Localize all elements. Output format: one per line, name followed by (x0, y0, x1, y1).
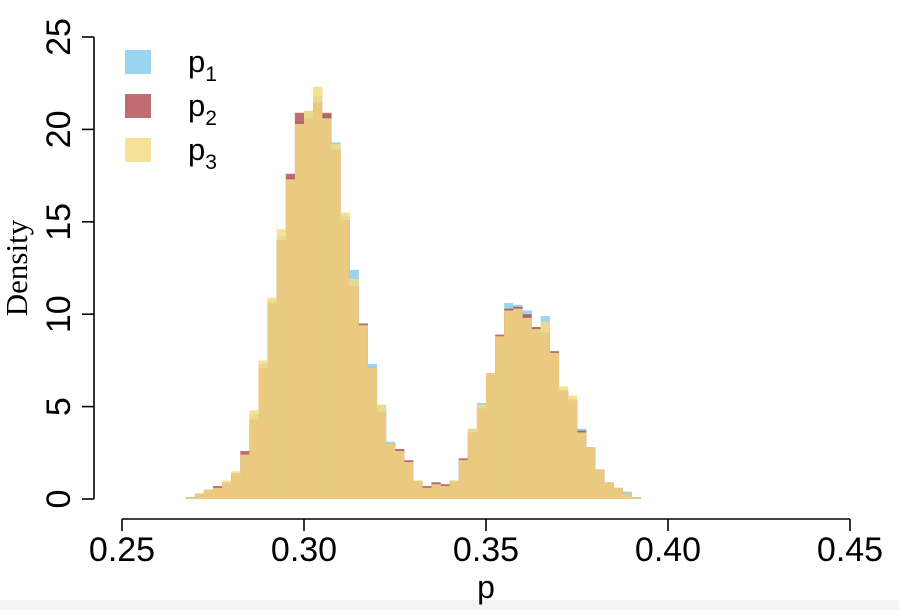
histogram-bar (367, 367, 378, 499)
histogram-bar (504, 310, 514, 499)
x-tick-label: 0.25 (89, 531, 155, 569)
histogram-bar (586, 447, 596, 499)
histogram-bar (385, 443, 396, 499)
histogram-bar (577, 432, 587, 499)
histogram-bar (395, 450, 405, 499)
series-p3-bars (185, 86, 641, 500)
histogram-bar (249, 410, 259, 499)
y-tick-label: 25 (40, 18, 78, 56)
histogram-bar (449, 480, 459, 499)
histogram-bar (267, 297, 277, 499)
histogram-bar (276, 229, 287, 499)
histogram-bar (413, 480, 423, 499)
histogram-bar (458, 460, 469, 499)
histogram-bar (567, 395, 578, 499)
histogram-bar (240, 454, 250, 499)
histogram-bar (522, 317, 532, 499)
histogram-bar (294, 123, 305, 500)
y-axis-title: Density (0, 219, 34, 316)
y-axis: 0 5 10 15 20 25 (40, 18, 95, 509)
x-tick-label: 0.45 (817, 531, 883, 569)
legend-swatch (125, 50, 151, 74)
histogram-bar (222, 480, 232, 499)
y-tick-label: 15 (40, 203, 78, 241)
histogram-bar (376, 404, 387, 499)
y-tick-label: 0 (40, 490, 78, 509)
histogram-bar (213, 487, 223, 499)
histogram-bar (258, 360, 268, 499)
histogram-bar (467, 428, 478, 499)
histogram-bar (304, 110, 314, 500)
histogram-bar (422, 487, 432, 499)
histogram-bar (613, 487, 623, 499)
histogram-bar (486, 373, 496, 499)
histogram-bar (313, 86, 323, 500)
histogram-bar (440, 486, 450, 499)
histogram-bar (340, 212, 350, 499)
histogram-bar (431, 484, 441, 499)
x-axis: 0.25 0.30 0.35 0.40 0.45 (89, 518, 883, 569)
bottom-strip (0, 600, 899, 610)
histogram-bar (558, 386, 569, 499)
histogram-bar (203, 489, 214, 499)
histogram-bar (194, 493, 205, 499)
legend-swatch (125, 94, 151, 118)
y-tick-label: 10 (40, 295, 78, 333)
histogram-bar (622, 493, 632, 499)
histogram-bar (404, 462, 414, 499)
histogram-bar (531, 328, 541, 499)
histogram-bar (495, 336, 505, 499)
x-tick-label: 0.40 (635, 531, 701, 569)
legend-swatch (125, 138, 151, 162)
histogram-bar (322, 118, 332, 499)
histogram-bar (349, 279, 359, 499)
histogram-bar (231, 471, 241, 499)
x-tick-label: 0.30 (271, 531, 337, 569)
histogram-bar (604, 482, 614, 499)
y-tick-label: 20 (40, 110, 78, 148)
histogram-bar (358, 325, 368, 499)
histogram-bar (549, 353, 560, 499)
y-tick-label: 5 (40, 397, 78, 416)
histogram-bar (513, 308, 523, 499)
histogram-bar (185, 497, 196, 499)
histogram-bars (185, 86, 641, 500)
x-tick-label: 0.35 (453, 531, 519, 569)
histogram-bar (631, 497, 641, 499)
histogram-bar (540, 321, 550, 499)
histogram-bar (476, 404, 487, 499)
histogram-bar (331, 144, 341, 499)
histogram-bar (595, 469, 605, 499)
x-axis-title: p (477, 569, 495, 605)
histogram-bar (285, 179, 296, 500)
